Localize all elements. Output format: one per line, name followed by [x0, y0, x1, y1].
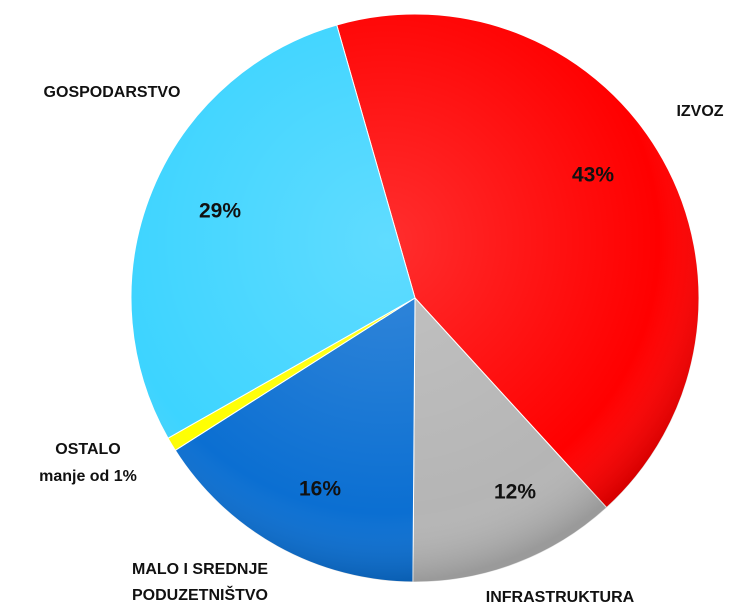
category-label: OSTALO — [55, 441, 121, 458]
category-label: GOSPODARSTVO — [43, 84, 181, 101]
value-label: manje od 1% — [39, 468, 137, 485]
category-label: MALO I SREDNJE PODUZETNIŠTVO — [131, 561, 269, 604]
value-label: 29% — [199, 200, 241, 223]
value-label: 43% — [572, 164, 614, 187]
value-label: 12% — [494, 481, 536, 504]
value-label: 16% — [299, 478, 341, 501]
category-label: IZVOZ — [676, 103, 724, 120]
category-label: INFRASTRUKTURA — [485, 589, 635, 606]
